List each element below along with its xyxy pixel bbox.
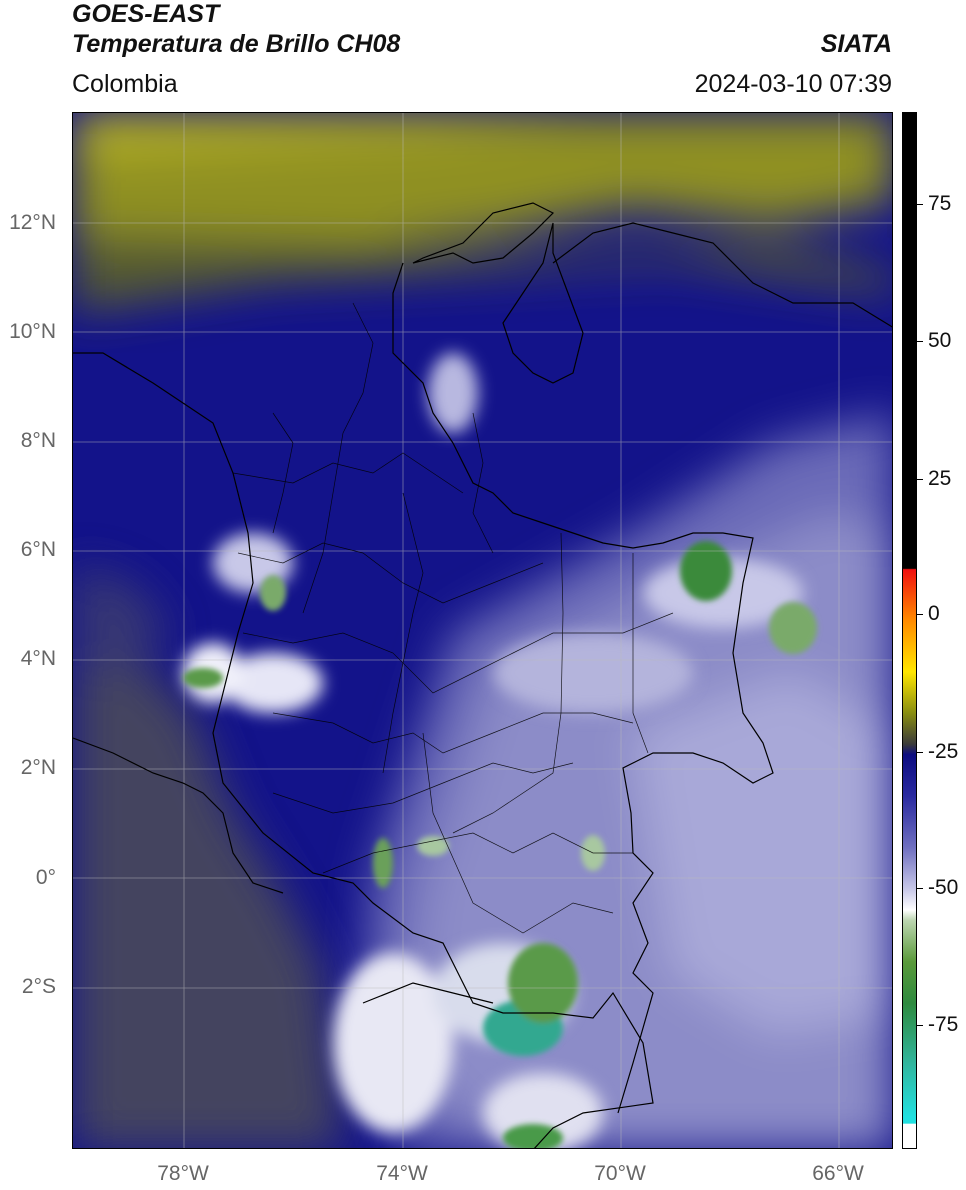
lon-label-70w: 70°W (594, 1162, 646, 1185)
lat-label-4n: 4°N (20, 647, 56, 670)
colorbar-label-neg25: -25 (928, 740, 959, 763)
lon-label-66w: 66°W (812, 1162, 864, 1185)
lat-label-2s: 2°S (21, 975, 56, 998)
boundaries (73, 202, 892, 1148)
lat-label-8n: 8°N (20, 429, 56, 452)
region-label: Colombia (72, 70, 178, 98)
lat-label-12n: 12°N (9, 211, 56, 234)
colorbar-tick (917, 752, 923, 753)
lon-label-78w: 78°W (157, 1162, 209, 1185)
colorbar-label-25: 25 (928, 467, 952, 490)
colorbar-tick (917, 479, 923, 480)
satellite-title: GOES-EAST (72, 0, 220, 28)
datetime-label: 2024-03-10 07:39 (694, 70, 892, 98)
lat-label-0: 0° (35, 866, 56, 889)
colorbar-tick (917, 204, 923, 205)
colorbar-tick (917, 888, 923, 889)
lat-label-10n: 10°N (9, 320, 56, 343)
colorbar-label-0: 0 (928, 602, 940, 625)
product-title: Temperatura de Brillo CH08 (72, 30, 401, 58)
brightness-temperature-field (73, 113, 892, 1148)
lat-label-6n: 6°N (20, 538, 56, 561)
lat-label-2n: 2°N (20, 756, 56, 779)
colorbar-tick (917, 614, 923, 615)
colorbar (902, 112, 917, 1149)
colorbar-label-75: 75 (928, 192, 952, 215)
lon-label-74w: 74°W (376, 1162, 428, 1185)
organization-label: SIATA (820, 30, 892, 58)
colorbar-label-neg75: -75 (928, 1013, 959, 1036)
colorbar-label-50: 50 (928, 329, 952, 352)
satellite-map[interactable] (72, 112, 893, 1149)
colorbar-label-neg50: -50 (928, 876, 959, 899)
colorbar-tick (917, 1025, 923, 1026)
colorbar-tick (917, 341, 923, 342)
